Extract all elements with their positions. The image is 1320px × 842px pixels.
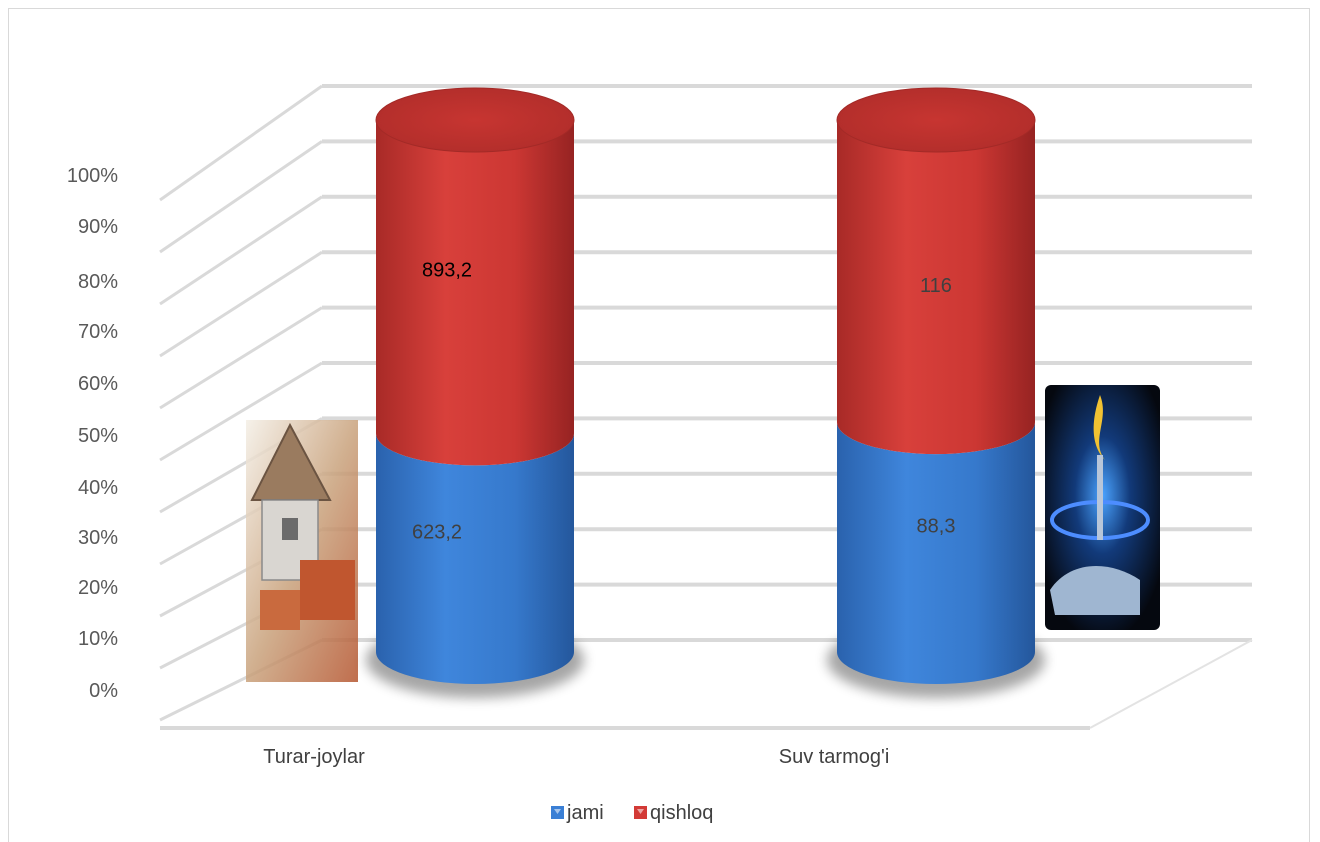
bar-top-cap [375, 87, 575, 153]
bar-segment-qishloq [376, 120, 574, 466]
bar-segment-jami [837, 422, 1035, 684]
gridline-depth [159, 361, 323, 462]
data-label-jami: 623,2 [412, 521, 462, 543]
gridline-depth [159, 84, 323, 202]
x-axis-categories: Turar-joylar Suv tarmog'i [263, 746, 889, 768]
bars: 623,2 893,2 88,3 116 [366, 87, 1045, 698]
y-axis-ticks: 0% 10% 20% 30% 40% 50% 60% 70% 80% 90% 100% [67, 165, 118, 702]
y-tick-label: 0% [89, 680, 118, 702]
legend: jami qishloq [551, 802, 713, 824]
house-construction-picture [246, 420, 358, 682]
category-label: Turar-joylar [263, 746, 365, 768]
y-tick-label: 100% [67, 165, 118, 187]
y-tick-label: 30% [78, 527, 118, 549]
floor-right-edge [1089, 639, 1253, 729]
category-label: Suv tarmog'i [779, 746, 890, 768]
gridline-depth [159, 250, 323, 358]
bar-segment-qishloq [836, 120, 1035, 455]
legend-swatch-marker [637, 809, 644, 814]
legend-label-jami: jami [566, 802, 604, 824]
y-tick-label: 10% [78, 628, 118, 650]
y-tick-label: 80% [78, 271, 118, 293]
bar-segment-jami [376, 433, 574, 684]
legend-label-qishloq: qishloq [650, 802, 713, 824]
y-tick-label: 50% [78, 425, 118, 447]
legend-swatch-marker [554, 809, 561, 814]
gridline-depth [159, 306, 323, 410]
y-tick-label: 90% [78, 216, 118, 238]
bar-top-cap [836, 87, 1036, 153]
data-label-jami: 88,3 [917, 515, 956, 537]
y-tick-label: 70% [78, 321, 118, 343]
y-tick-label: 60% [78, 373, 118, 395]
gas-flame-picture [1045, 385, 1160, 630]
gridline-depth [159, 140, 323, 254]
data-label-qishloq: 893,2 [422, 260, 472, 282]
gridline-depth [159, 195, 323, 306]
y-tick-label: 20% [78, 577, 118, 599]
data-label-qishloq: 116 [920, 275, 952, 297]
y-tick-label: 40% [78, 477, 118, 499]
